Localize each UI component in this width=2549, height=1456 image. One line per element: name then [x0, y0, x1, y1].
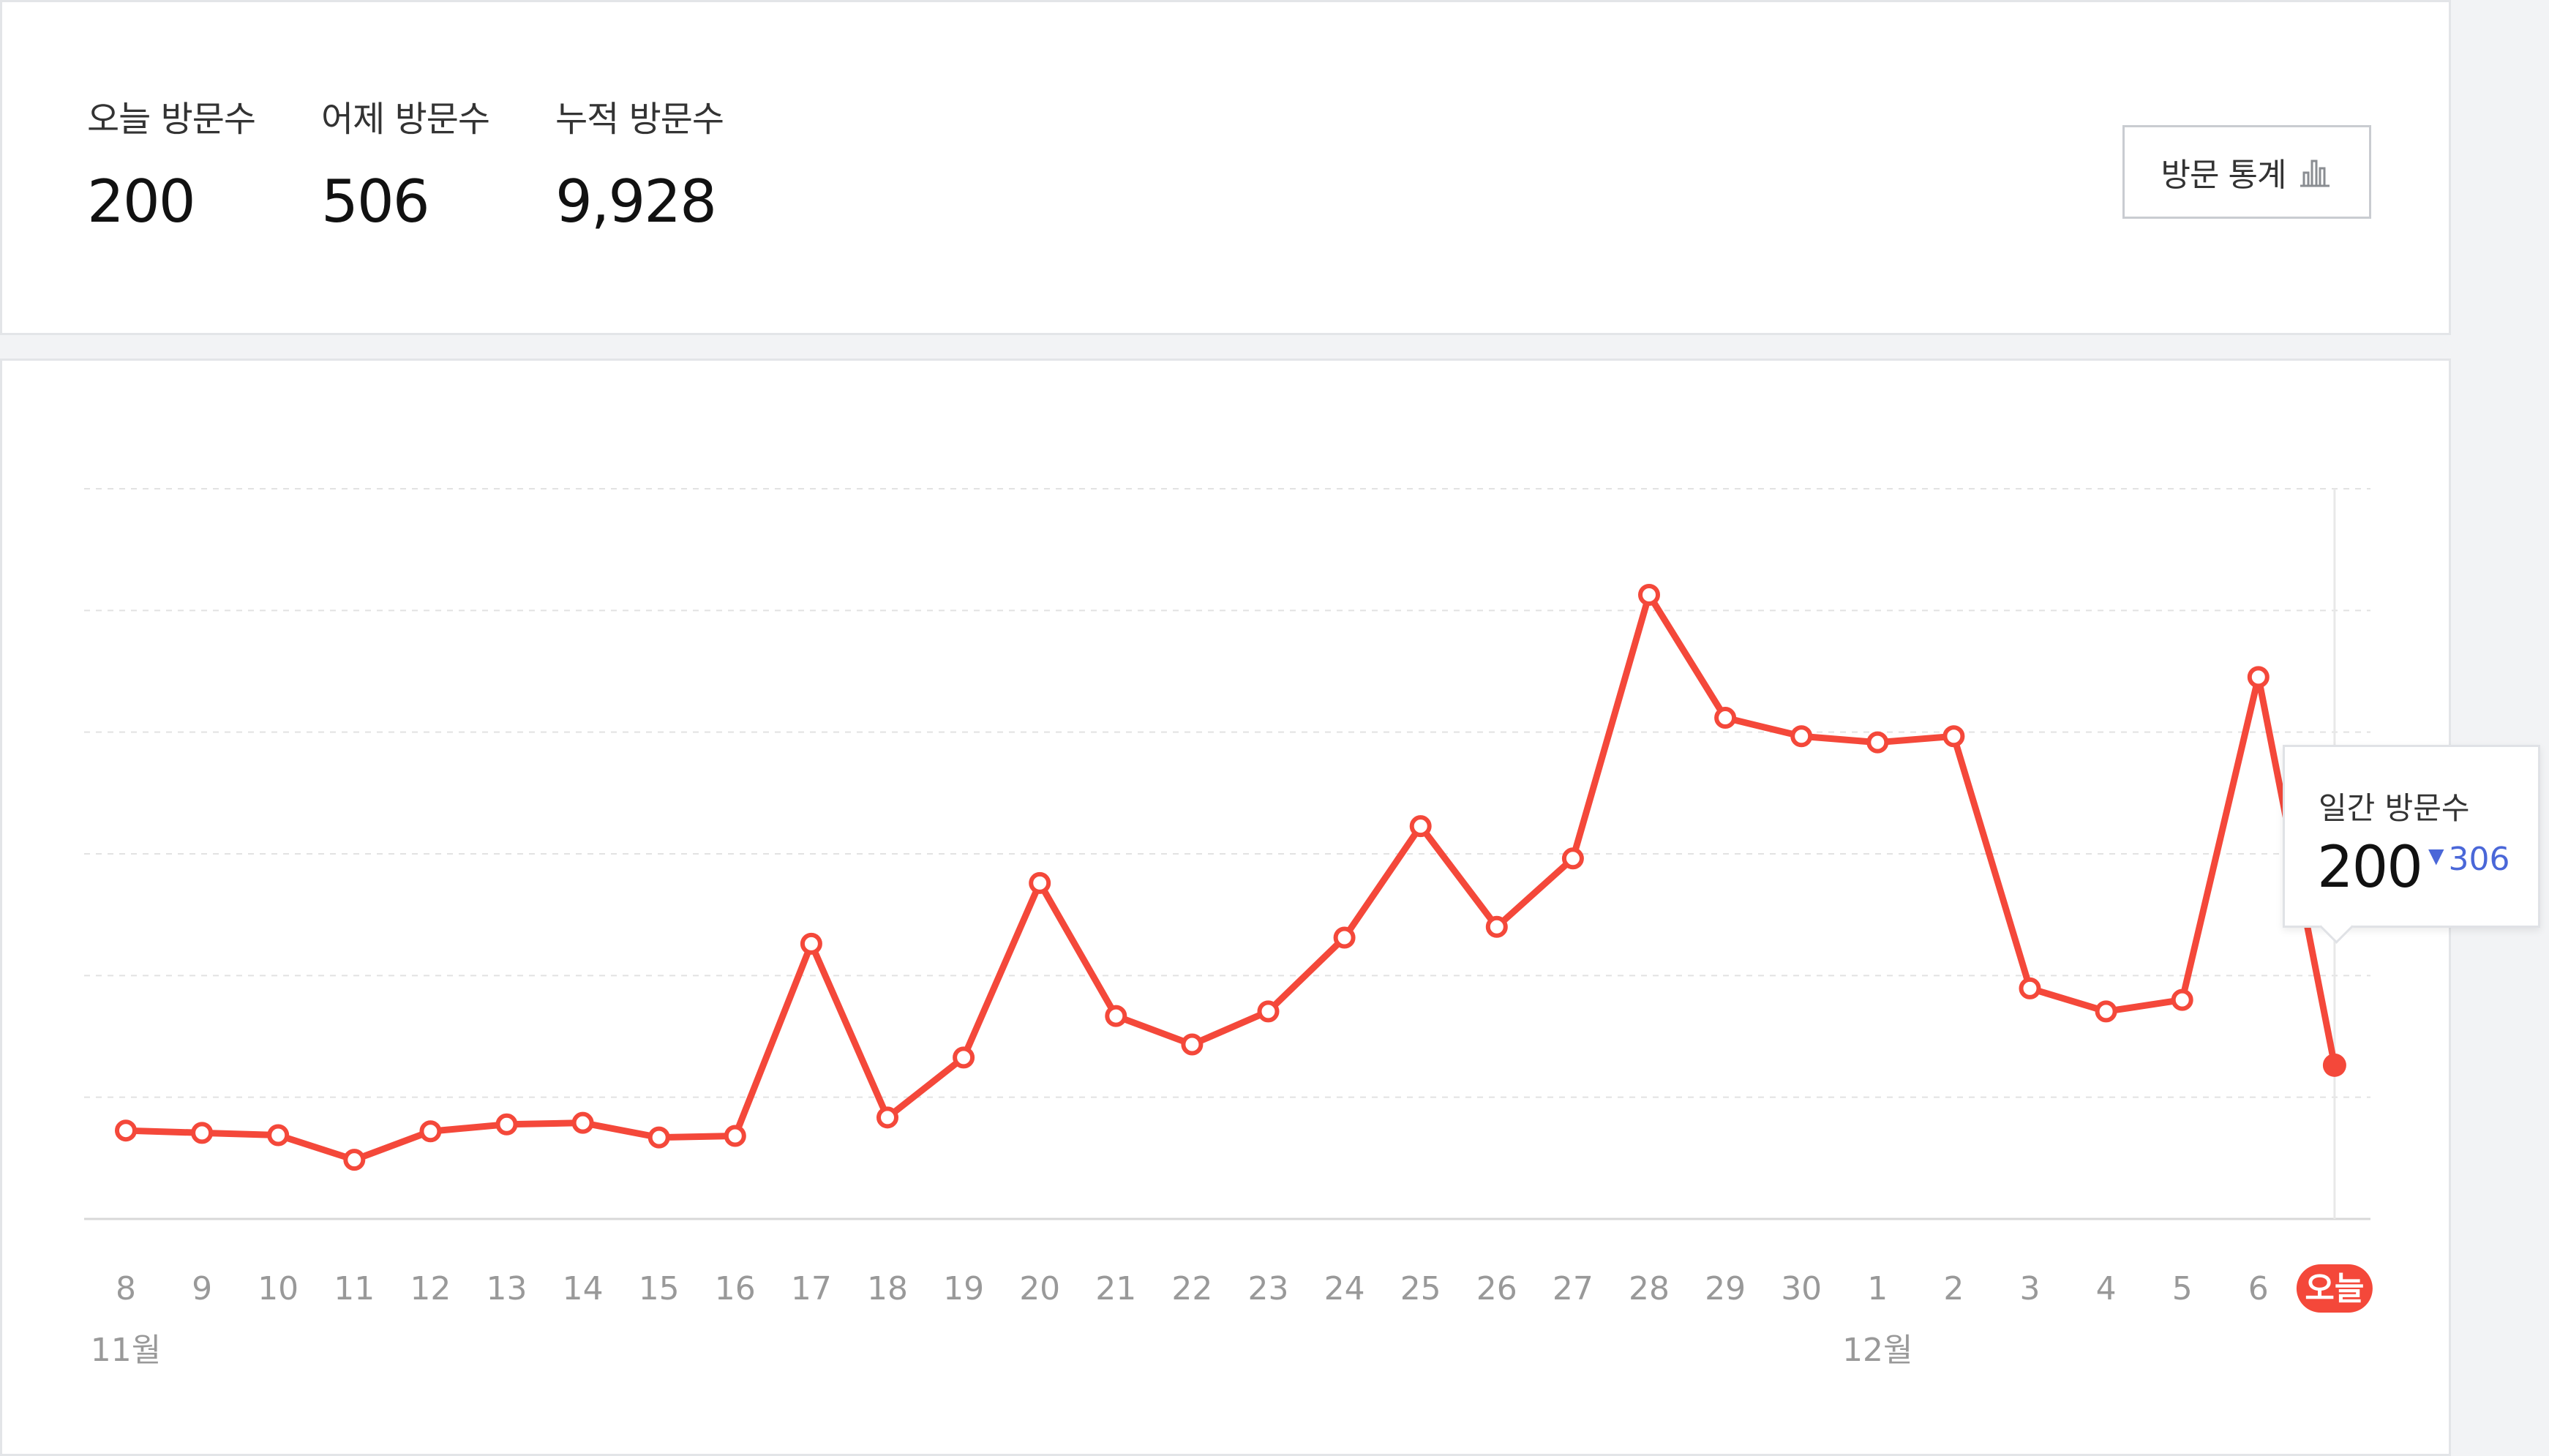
- stat-today: 오늘 방문수 200: [87, 90, 256, 236]
- month-label: 12월: [1842, 1332, 1912, 1369]
- x-tick-label: 21: [1095, 1270, 1136, 1307]
- data-point: [419, 1120, 442, 1143]
- stat-label: 오늘 방문수: [87, 99, 256, 140]
- data-point: [1866, 731, 1889, 754]
- x-tick-label: 16: [715, 1270, 756, 1307]
- data-point: [267, 1124, 290, 1147]
- x-tick-label: 6: [2248, 1270, 2269, 1307]
- stat-value: 9,928: [555, 168, 717, 236]
- x-tick-label: 2: [1943, 1270, 1964, 1307]
- x-tick-label: 17: [791, 1270, 832, 1307]
- x-tick-label: 15: [639, 1270, 680, 1307]
- data-point: [191, 1122, 214, 1144]
- data-point: [1333, 926, 1356, 949]
- tooltip-label: 일간 방문수: [2319, 790, 2470, 826]
- data-point: [647, 1126, 670, 1149]
- data-point: [571, 1111, 594, 1134]
- x-tick-label: 13: [487, 1270, 528, 1307]
- data-point: [495, 1113, 518, 1136]
- visit-stats-button[interactable]: 방문 통계: [2122, 125, 2371, 219]
- data-point: [953, 1046, 975, 1069]
- visit-stats-label: 방문 통계: [2161, 157, 2287, 194]
- daily-visits-tooltip: 일간 방문수 200 ▼ 306: [2283, 745, 2540, 944]
- x-tick-label-today: 오늘: [2305, 1270, 2364, 1307]
- x-tick-label: 20: [1019, 1270, 1060, 1307]
- stat-label: 어제 방문수: [321, 99, 490, 140]
- data-point: [1714, 707, 1737, 729]
- data-point: [1561, 847, 1584, 870]
- stat-total: 누적 방문수 9,928: [555, 90, 724, 236]
- x-tick-label: 22: [1171, 1270, 1212, 1307]
- series-line: [122, 591, 2338, 1163]
- bar-chart-icon: [2300, 160, 2330, 187]
- data-point: [115, 1119, 137, 1142]
- data-point: [1485, 915, 1508, 938]
- x-tick-label: 29: [1705, 1270, 1746, 1307]
- tooltip-value: 200: [2317, 835, 2423, 901]
- data-point: [1638, 583, 1660, 606]
- x-tick-label: 9: [192, 1270, 212, 1307]
- data-point: [2095, 1000, 2117, 1023]
- data-point: [2247, 666, 2270, 688]
- tooltip-delta: ▼ 306: [2428, 841, 2510, 878]
- data-point: [343, 1149, 366, 1171]
- data-point: [1105, 1005, 1127, 1027]
- data-point: [1942, 725, 1965, 748]
- x-tick-label: 30: [1781, 1270, 1822, 1307]
- x-tick-label: 26: [1476, 1270, 1517, 1307]
- x-tick-label: 10: [258, 1270, 299, 1307]
- x-tick-label: 18: [867, 1270, 908, 1307]
- x-tick-label: 23: [1248, 1270, 1289, 1307]
- x-tick-label: 25: [1400, 1270, 1441, 1307]
- tooltip-delta-value: 306: [2448, 841, 2510, 878]
- x-tick-label: 1: [1867, 1270, 1888, 1307]
- x-tick-label: 28: [1629, 1270, 1670, 1307]
- stat-label: 누적 방문수: [555, 99, 724, 140]
- data-point: [876, 1106, 898, 1129]
- down-triangle-icon: ▼: [2428, 844, 2444, 868]
- data-point: [1257, 1000, 1280, 1023]
- x-tick-label: 5: [2172, 1270, 2193, 1307]
- stats-panel: 오늘 방문수 200 어제 방문수 506 누적 방문수 9,928 방문 통계: [0, 0, 2451, 335]
- data-point: [1790, 725, 1813, 748]
- chart-panel: [0, 359, 2451, 1456]
- today-badge: [2296, 1264, 2373, 1313]
- x-tick-label: 8: [116, 1270, 136, 1307]
- data-point: [1029, 871, 1051, 894]
- data-point: [1409, 815, 1432, 838]
- x-tick-label: 4: [2096, 1270, 2117, 1307]
- data-point: [2019, 977, 2041, 999]
- data-point: [724, 1125, 746, 1147]
- x-tick-label: 3: [2020, 1270, 2041, 1307]
- x-tick-label: 14: [563, 1270, 604, 1307]
- stat-value: 506: [321, 168, 430, 236]
- x-tick-label: 27: [1553, 1270, 1593, 1307]
- today-point: [2322, 1053, 2346, 1077]
- x-tick-label: 24: [1324, 1270, 1365, 1307]
- stat-yesterday: 어제 방문수 506: [321, 90, 490, 236]
- month-label: 11월: [91, 1332, 161, 1369]
- x-tick-label: 12: [410, 1270, 451, 1307]
- x-tick-label: 11: [334, 1270, 375, 1307]
- x-tick-label: 19: [943, 1270, 984, 1307]
- data-point: [2171, 988, 2193, 1011]
- data-point: [800, 932, 822, 955]
- data-point: [1181, 1033, 1204, 1056]
- stat-value: 200: [87, 168, 196, 236]
